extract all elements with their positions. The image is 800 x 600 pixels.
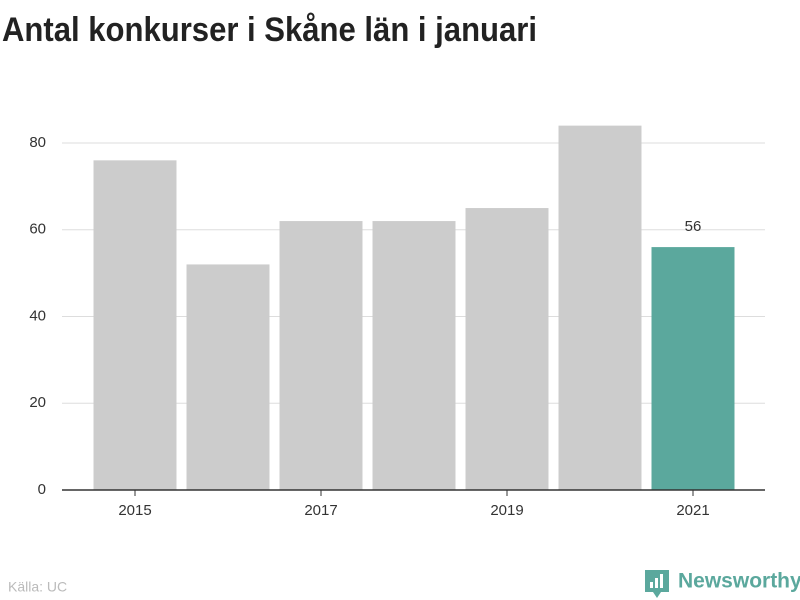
brand-name: Newsworthy — [678, 570, 800, 593]
y-tick-label: 60 — [29, 221, 46, 238]
y-tick-label: 20 — [29, 394, 46, 411]
y-tick-label: 80 — [29, 134, 46, 151]
bar — [279, 221, 363, 490]
bar — [186, 264, 270, 490]
logo-bar — [660, 574, 663, 588]
logo-bar — [650, 582, 653, 588]
bar — [558, 125, 642, 491]
x-tick-label: 2021 — [676, 502, 709, 519]
bar — [93, 160, 177, 491]
x-tick-label: 2017 — [304, 502, 337, 519]
x-tick-label: 2015 — [118, 502, 151, 519]
source: Källa: UC — [8, 579, 67, 595]
bar — [651, 247, 735, 490]
data-label: 56 — [685, 218, 702, 235]
x-tick-label: 2019 — [490, 502, 523, 519]
bar — [465, 208, 549, 490]
logo-bar — [655, 578, 658, 588]
y-tick-label: 0 — [38, 481, 46, 498]
bar — [372, 221, 456, 490]
y-tick-label: 40 — [29, 307, 46, 324]
chart-title: Antal konkurser i Skåne län i januari — [2, 11, 537, 49]
brand-logo — [645, 570, 669, 598]
